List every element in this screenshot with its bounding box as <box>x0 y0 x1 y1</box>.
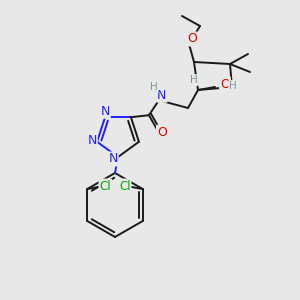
Text: O: O <box>187 32 197 46</box>
Text: O: O <box>157 126 167 139</box>
Text: N: N <box>157 89 167 102</box>
Text: O: O <box>220 77 230 91</box>
Text: H: H <box>229 81 237 91</box>
Text: H: H <box>190 75 198 85</box>
Text: Cl: Cl <box>100 179 111 193</box>
Text: N: N <box>108 152 118 166</box>
Text: N: N <box>100 105 110 118</box>
Text: H: H <box>150 82 158 92</box>
Text: Cl: Cl <box>119 179 130 193</box>
Text: N: N <box>87 134 97 147</box>
